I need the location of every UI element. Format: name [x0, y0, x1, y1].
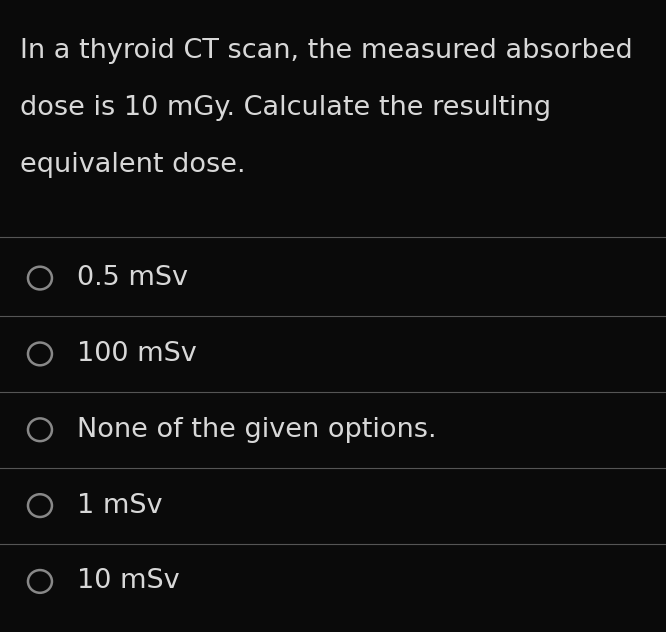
Text: 10 mSv: 10 mSv: [77, 568, 179, 595]
Text: 0.5 mSv: 0.5 mSv: [77, 265, 188, 291]
Text: equivalent dose.: equivalent dose.: [20, 152, 246, 178]
Text: In a thyroid CT scan, the measured absorbed: In a thyroid CT scan, the measured absor…: [20, 38, 633, 64]
Text: dose is 10 mGy. Calculate the resulting: dose is 10 mGy. Calculate the resulting: [20, 95, 551, 121]
Text: None of the given options.: None of the given options.: [77, 416, 436, 443]
Text: 100 mSv: 100 mSv: [77, 341, 196, 367]
Text: 1 mSv: 1 mSv: [77, 492, 162, 519]
